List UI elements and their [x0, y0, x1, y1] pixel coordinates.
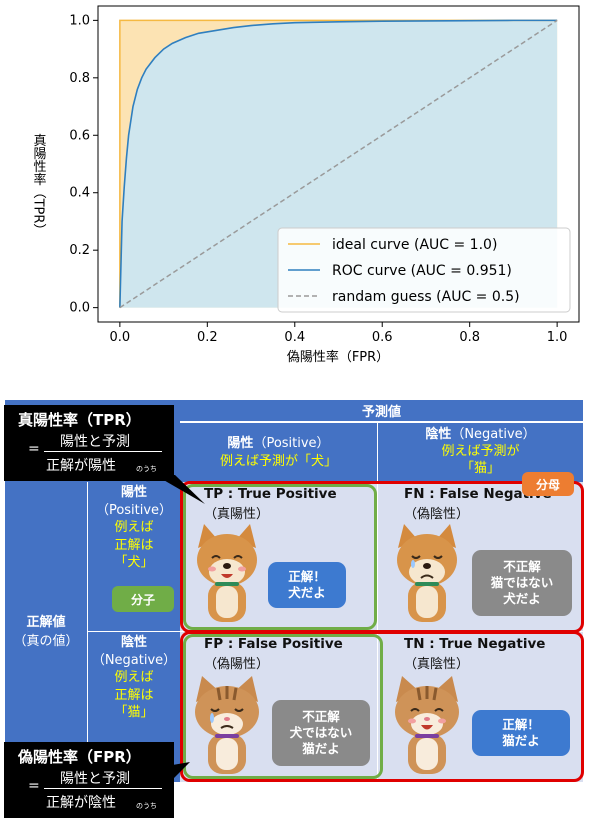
tn-speech-bubble: 正解！ 猫だよ: [472, 710, 570, 756]
fp-speech-bubble: 不正解 犬ではない 猫だよ: [272, 700, 370, 766]
predicted-header: 予測値: [180, 400, 583, 422]
tpr-def-eq: =: [28, 441, 40, 457]
actual-header-label: 正解値: [26, 614, 66, 630]
legend: ideal curve (AUC = 1.0) ROC curve (AUC = …: [277, 227, 571, 313]
legend-label-1: ROC curve (AUC = 0.951): [332, 263, 512, 279]
fp-bubble-line-1: 不正解: [302, 708, 340, 724]
fn-sub: （偽陰性）: [404, 507, 470, 522]
series-line-2: [119, 19, 558, 309]
tn-bubble-line-2: 猫だよ: [502, 733, 540, 748]
predicted-negative-header: 陰性（Negative） 例えば予測が 「猫」: [378, 423, 583, 482]
actual-header-sub: （真の値）: [13, 634, 79, 649]
tpr-def-title: 真陽性率（TPR）: [18, 411, 141, 429]
fpr-def-title: 偽陽性率（FPR）: [18, 748, 141, 766]
fn-bubble-line-3: 犬だよ: [503, 591, 541, 607]
dog-happy-icon: [197, 524, 257, 622]
act-pos-title: 陽性: [120, 485, 147, 500]
act-neg-l2: 正解は: [114, 687, 154, 703]
fpr-definition-box: 偽陽性率（FPR） = 陽性と予測 正解が陰性 のうち: [4, 742, 174, 818]
plot-frame: [97, 5, 580, 323]
tp-bubble-line-1: 正解！: [288, 568, 326, 584]
predicted-header-label: 予測値: [361, 405, 401, 420]
tp-sub: （真陽性）: [204, 507, 270, 522]
cat-sad-icon: [195, 676, 259, 774]
fn-bubble-line-2: 猫ではない: [490, 574, 554, 590]
tpr-def-numerator: 陽性と予測: [60, 434, 130, 450]
fp-bubble-line-3: 猫だよ: [302, 741, 340, 757]
roc-chart: 0.0 0.2 0.4 0.6 0.8 1.0 0.0 0.2 0.4 0.6 0.8 1.0 ide…: [31, 5, 580, 365]
tp-bubble-line-2: 犬だよ: [288, 585, 326, 600]
x-tick-label: 0.2: [197, 330, 218, 345]
fn-bubble-line-1: 不正解: [503, 558, 541, 574]
fpr-def-eq: =: [28, 778, 40, 794]
fn-title: FN : False Negative: [404, 486, 552, 502]
y-tick-label: 0.2: [69, 243, 90, 258]
tn-bubble-line-1: 正解！: [502, 716, 540, 732]
x-tick-label: 0.8: [459, 330, 480, 345]
fpr-def-denominator: 正解が陰性: [46, 795, 116, 811]
numerator-frame-tp: [183, 484, 377, 630]
y-axis-label: 真陽性率（TPR）: [31, 134, 47, 237]
pred-pos-title: 陽性: [227, 435, 254, 451]
y-tick-label: 0.6: [69, 128, 90, 143]
legend-label-0: ideal curve (AUC = 1.0): [332, 237, 497, 253]
y-tick-label: 1.0: [69, 13, 90, 28]
pred-neg-example-2: 「猫」: [460, 460, 500, 476]
tpr-def-note: のうち: [136, 465, 157, 473]
fp-sub: （偽陽性）: [204, 657, 270, 672]
x-tick-label: 0.4: [284, 330, 305, 345]
cat-happy-icon: [395, 676, 459, 774]
act-neg-title: 陰性: [120, 635, 147, 650]
tn-title: TN : True Negative: [404, 636, 546, 652]
numerator-tag: 分子: [112, 586, 174, 612]
act-pos-l1: 例えば: [114, 520, 154, 536]
tp-speech-bubble: 正解！ 犬だよ: [268, 562, 346, 608]
actual-header: 正解値 （真の値）: [5, 482, 88, 782]
fpr-callout-pointer: [155, 762, 190, 782]
act-pos-l3: 「犬」: [114, 555, 154, 571]
dog-sad-icon: [397, 524, 457, 622]
y-tick-label: 0.0: [69, 301, 90, 316]
numerator-frame-fp: [183, 634, 383, 779]
pred-neg-title: 陰性: [425, 427, 452, 443]
x-axis-label: 偽陽性率（FPR）: [287, 349, 389, 365]
tp-title: TP : True Positive: [204, 486, 337, 502]
act-neg-l1: 例えば: [114, 670, 154, 686]
series-line-1: [119, 19, 558, 308]
fp-title: FP : False Positive: [204, 636, 343, 652]
x-tick-label: 0.0: [110, 330, 131, 345]
legend-box: [277, 227, 571, 313]
fpr-def-note: のうち: [136, 802, 157, 810]
y-tick-label: 0.8: [69, 71, 90, 86]
tpr-def-denominator: 正解が陽性: [46, 458, 116, 474]
act-pos-en: （Positive）: [95, 502, 173, 518]
tpr-def-fraction-bar: [44, 451, 162, 452]
fp-bubble-line-2: 犬ではない: [289, 724, 353, 740]
denominator-frame-bottom: [180, 631, 584, 782]
tn-sub: （真陰性）: [404, 657, 470, 672]
pred-neg-en: （Negative）: [451, 427, 536, 443]
act-neg-en: （Negative）: [91, 652, 177, 668]
fpr-def-numerator: 陽性と予測: [60, 771, 130, 787]
tpr-definition-box: 真陽性率（TPR） = 陽性と予測 正解が陽性 のうち: [4, 405, 174, 481]
predicted-positive-header: 陽性（Positive） 例えば予測が「犬」: [180, 423, 378, 482]
x-tick-label: 1.0: [547, 330, 568, 345]
act-pos-l2: 正解は: [114, 537, 154, 553]
pred-pos-en: （Positive）: [253, 435, 330, 451]
fpr-def-fraction-bar: [44, 788, 162, 789]
fn-speech-bubble: 不正解 猫ではない 犬だよ: [472, 550, 572, 616]
x-tick-label: 0.6: [372, 330, 393, 345]
act-neg-l3: 「猫」: [114, 705, 154, 721]
y-tick-label: 0.4: [69, 186, 90, 201]
pred-neg-example-1: 例えば予測が: [441, 444, 520, 460]
legend-label-2: randam guess (AUC = 0.5): [332, 289, 520, 305]
tpr-callout-pointer: [155, 475, 205, 504]
pred-pos-example: 例えば予測が「犬」: [219, 453, 337, 469]
denominator-tag: 分母: [522, 472, 574, 496]
